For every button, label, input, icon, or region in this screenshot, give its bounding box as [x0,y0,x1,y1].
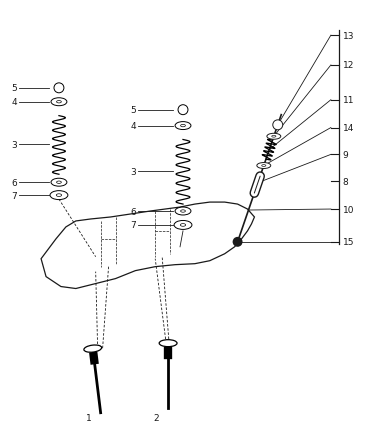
Ellipse shape [175,122,191,130]
Circle shape [273,120,283,130]
Text: 4: 4 [11,98,17,107]
Text: 3: 3 [11,141,17,150]
Ellipse shape [267,134,281,140]
Ellipse shape [50,191,68,200]
Text: 3: 3 [130,167,136,176]
Polygon shape [41,203,254,289]
Text: 6: 6 [11,178,17,187]
Circle shape [233,237,243,247]
Ellipse shape [159,340,177,347]
Text: 1: 1 [86,413,92,422]
Ellipse shape [57,181,61,184]
Ellipse shape [174,221,192,230]
Circle shape [178,105,188,115]
Ellipse shape [180,125,186,127]
Ellipse shape [84,345,102,353]
Ellipse shape [180,210,186,213]
Text: 12: 12 [343,61,354,71]
Ellipse shape [262,165,266,167]
Text: 4: 4 [130,122,136,131]
Text: 8: 8 [343,177,348,186]
Text: 11: 11 [343,96,354,105]
Text: 13: 13 [343,31,354,40]
Text: 5: 5 [11,84,17,93]
Text: 9: 9 [343,150,348,160]
Circle shape [54,84,64,94]
Ellipse shape [175,208,191,215]
Ellipse shape [272,136,276,138]
Text: 6: 6 [130,207,136,216]
Text: 14: 14 [343,124,354,133]
Ellipse shape [51,179,67,187]
Text: 2: 2 [153,413,159,422]
Text: 7: 7 [130,221,136,230]
Text: 7: 7 [11,191,17,200]
Ellipse shape [51,98,67,107]
Ellipse shape [56,194,61,197]
Text: 10: 10 [343,205,354,214]
Ellipse shape [257,163,271,169]
Ellipse shape [57,101,61,104]
Text: 15: 15 [343,238,354,247]
Ellipse shape [180,224,186,227]
Text: 5: 5 [130,106,136,115]
